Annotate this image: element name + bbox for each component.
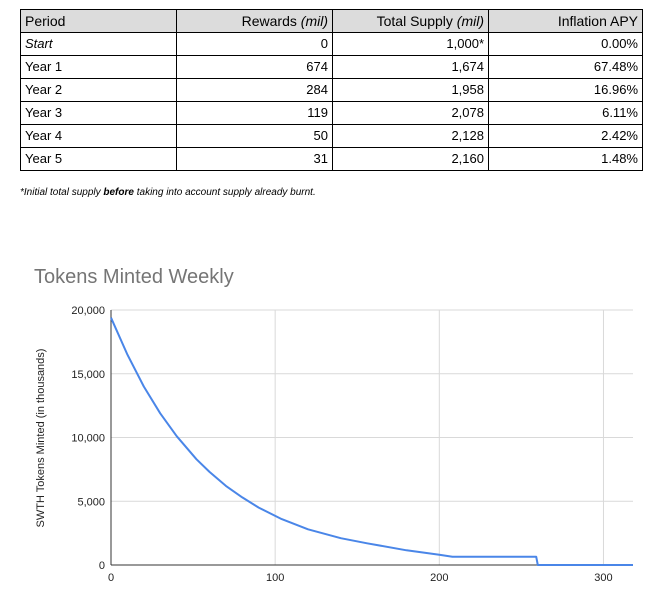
header-total-supply: Total Supply (mil) xyxy=(332,9,489,33)
table-row: Year 2 284 1,958 16.96% xyxy=(20,78,643,102)
x-tick-label: 0 xyxy=(108,572,114,584)
cell-period: Year 5 xyxy=(20,147,177,171)
cell-supply: 2,078 xyxy=(332,101,489,125)
cell-supply: 1,958 xyxy=(332,78,489,102)
chart-title: Tokens Minted Weekly xyxy=(34,266,234,288)
y-tick-label: 20,000 xyxy=(71,305,105,317)
table-footnote: *Initial total supply before taking into… xyxy=(20,187,316,198)
table-row: Start 0 1,000* 0.00% xyxy=(20,32,643,56)
chart-series xyxy=(110,317,633,566)
cell-supply: 2,128 xyxy=(332,124,489,148)
cell-rewards: 119 xyxy=(176,101,333,125)
header-supply-unit: (mil) xyxy=(456,13,484,29)
cell-apy: 16.96% xyxy=(488,78,643,102)
x-tick-label: 200 xyxy=(430,572,448,584)
inflation-table: Period Rewards (mil) Total Supply (mil) … xyxy=(20,9,643,171)
table-header-row: Period Rewards (mil) Total Supply (mil) … xyxy=(20,9,643,33)
cell-apy: 2.42% xyxy=(488,124,643,148)
header-rewards: Rewards (mil) xyxy=(176,9,333,33)
header-rewards-unit: (mil) xyxy=(300,13,328,29)
header-period: Period xyxy=(20,9,177,33)
cell-supply: 1,674 xyxy=(332,55,489,79)
x-tick-label: 300 xyxy=(594,572,612,584)
cell-apy: 1.48% xyxy=(488,147,643,171)
cell-rewards: 31 xyxy=(176,147,333,171)
header-rewards-label: Rewards xyxy=(241,13,301,29)
cell-apy: 6.11% xyxy=(488,101,643,125)
tokens-minted-chart: Tokens Minted Weekly 0 5,000 10,000 15,000 2… xyxy=(34,266,633,584)
footnote-text-start: *Initial total supply xyxy=(20,187,104,198)
cell-rewards: 284 xyxy=(176,78,333,102)
y-tick-label: 5,000 xyxy=(77,496,105,508)
cell-period: Year 3 xyxy=(20,101,177,125)
footnote-text-bold: before xyxy=(103,187,134,198)
y-tick-label: 10,000 xyxy=(71,433,105,445)
chart-grid xyxy=(111,309,633,565)
table-row: Year 1 674 1,674 67.48% xyxy=(20,55,643,79)
cell-supply: 1,000* xyxy=(332,32,489,56)
y-axis-label: SWTH Tokens Minted (in thousands) xyxy=(35,349,47,528)
header-inflation-apy: Inflation APY xyxy=(488,9,643,33)
x-tick-label: 100 xyxy=(266,572,284,584)
cell-apy: 0.00% xyxy=(488,32,643,56)
footnote-text-end: taking into account supply already burnt… xyxy=(133,187,316,198)
cell-period: Year 1 xyxy=(20,55,177,79)
cell-period: Year 4 xyxy=(20,124,177,148)
cell-rewards: 50 xyxy=(176,124,333,148)
y-tick-label: 0 xyxy=(99,560,105,572)
cell-apy: 67.48% xyxy=(488,55,643,79)
cell-supply: 2,160 xyxy=(332,147,489,171)
y-tick-label: 15,000 xyxy=(71,369,105,381)
cell-period: Year 2 xyxy=(20,78,177,102)
header-supply-label: Total Supply xyxy=(376,13,457,29)
series-line xyxy=(110,317,633,566)
table-row: Year 4 50 2,128 2.42% xyxy=(20,124,643,148)
chart-tick-labels: 0 5,000 10,000 15,000 20,000 0 100 200 300 xyxy=(71,305,612,584)
cell-period: Start xyxy=(20,32,177,56)
cell-rewards: 0 xyxy=(176,32,333,56)
table-row: Year 5 31 2,160 1.48% xyxy=(20,147,643,171)
cell-rewards: 674 xyxy=(176,55,333,79)
table-row: Year 3 119 2,078 6.11% xyxy=(20,101,643,125)
